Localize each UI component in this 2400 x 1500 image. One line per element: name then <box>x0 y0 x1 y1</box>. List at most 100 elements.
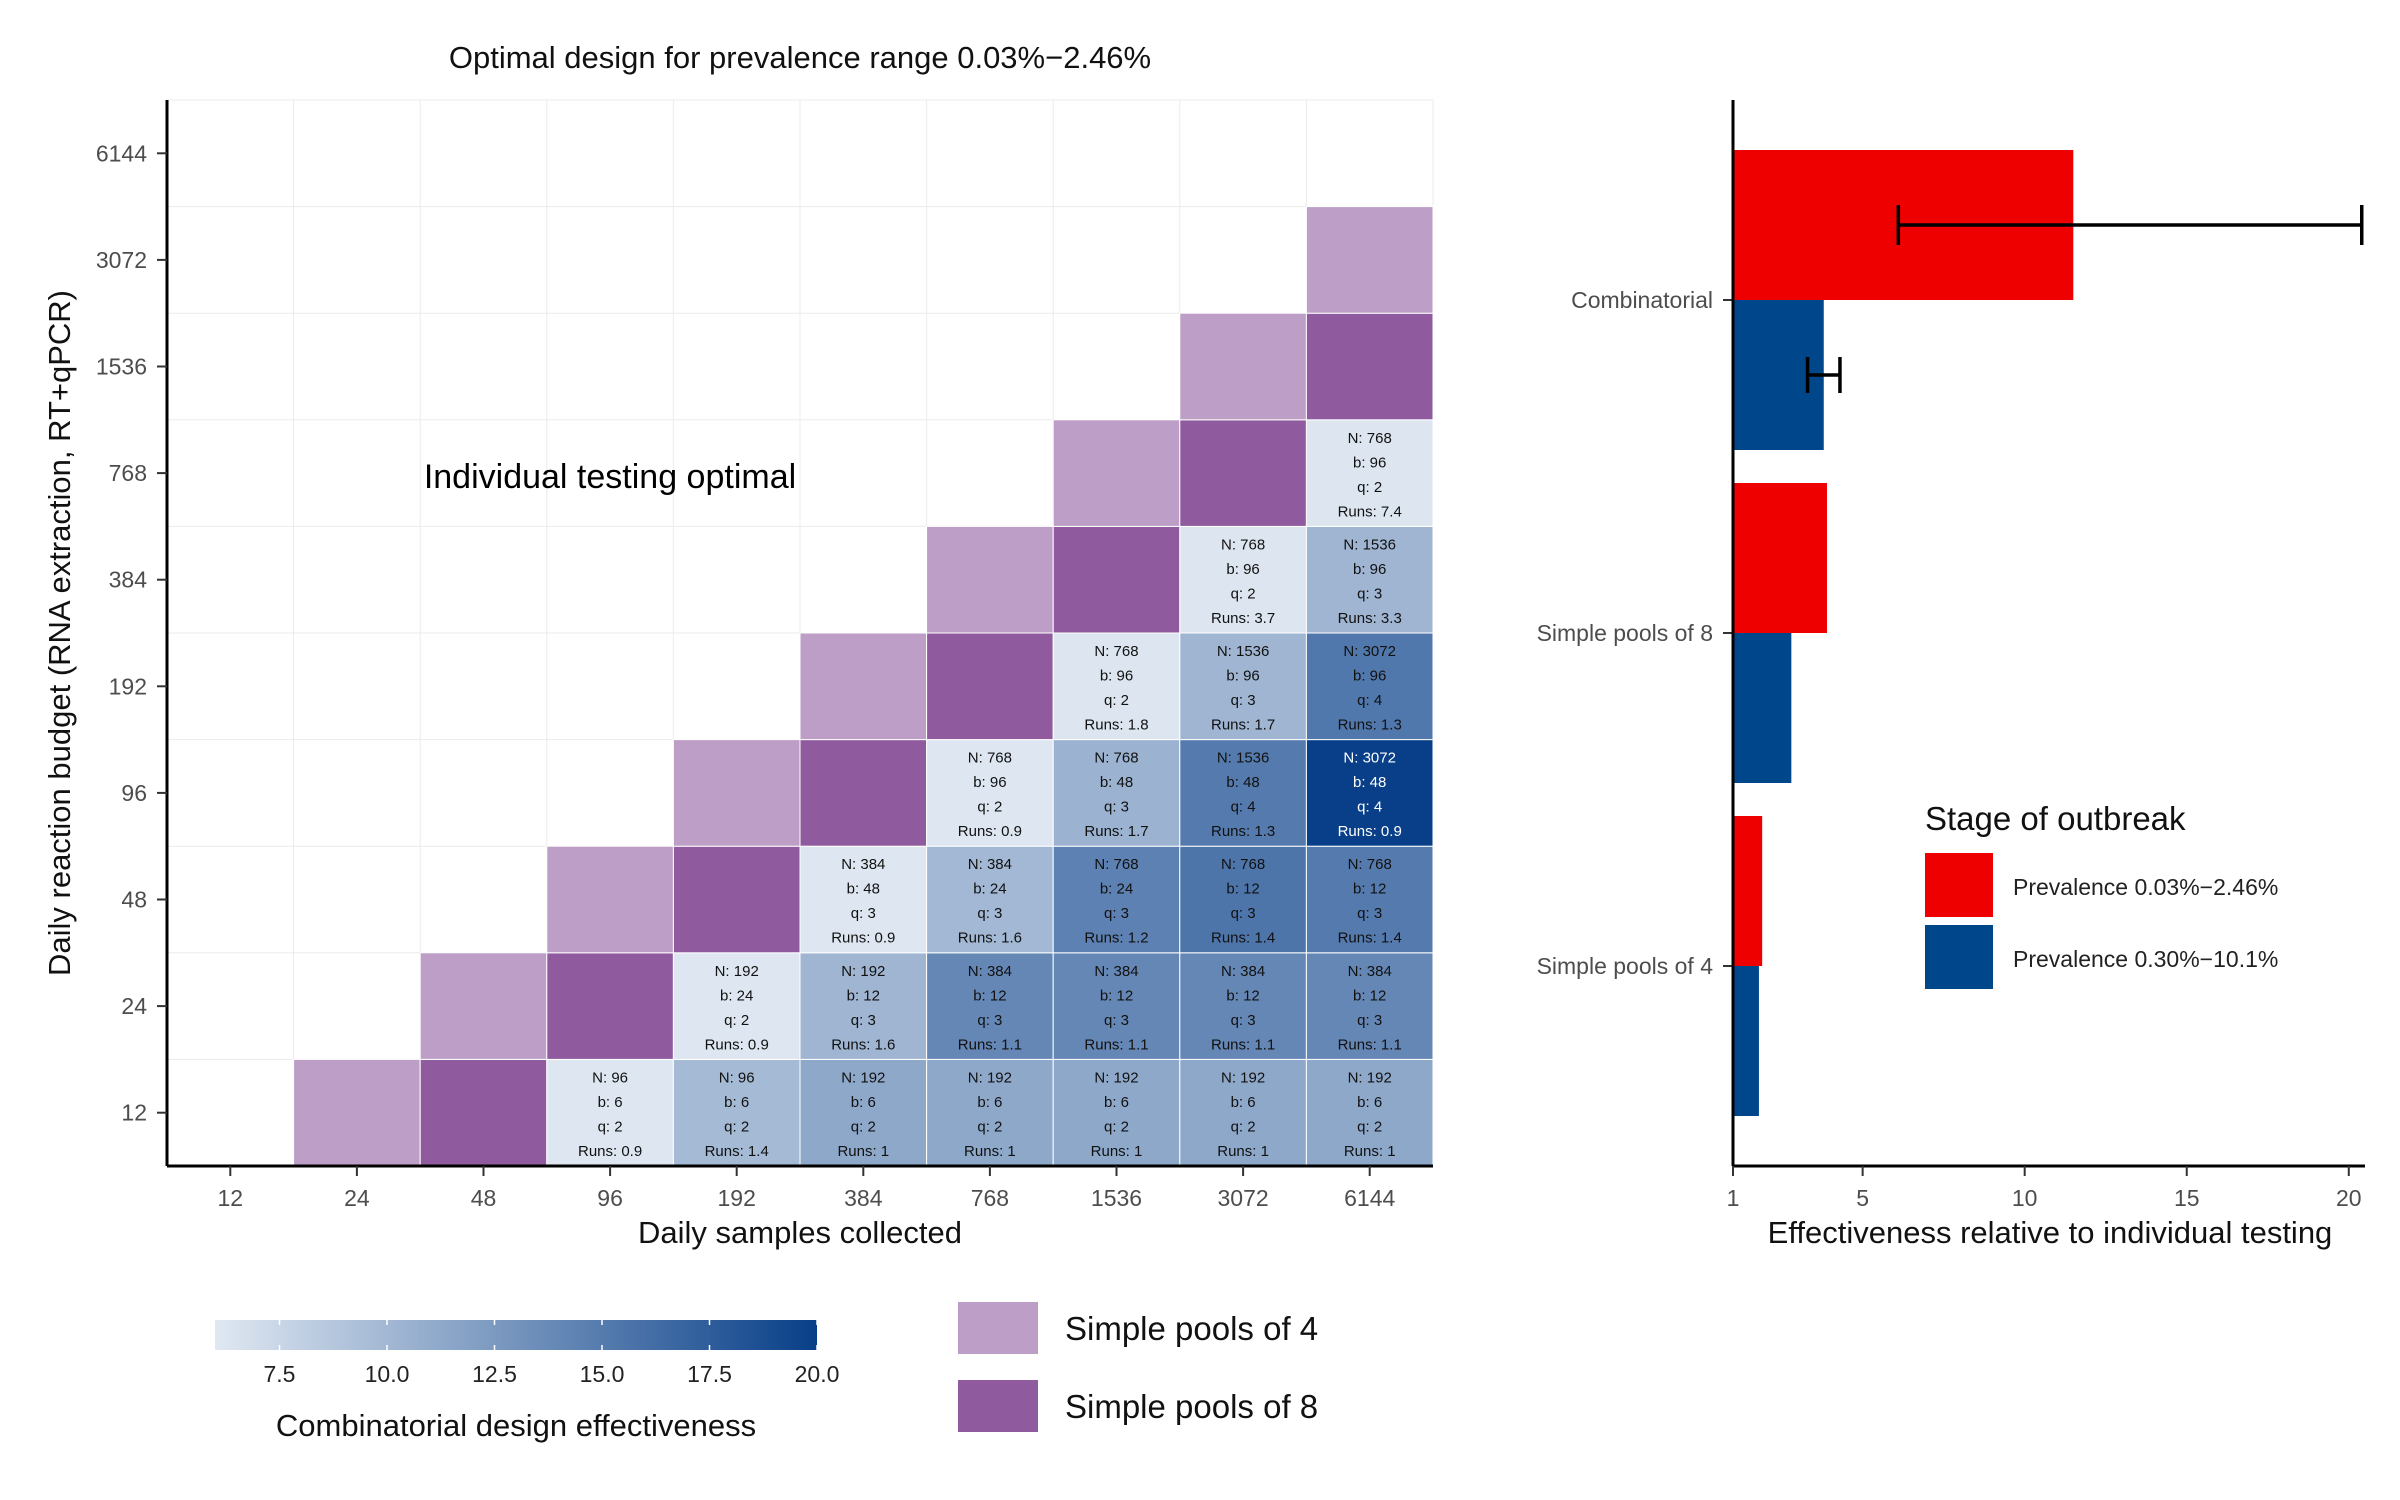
heatmap-cell <box>1052 739 1181 847</box>
heatmap-cell-label: q: 2 <box>1104 1118 1129 1135</box>
heatmap-cell-label: b: 24 <box>720 987 753 1004</box>
heatmap-cell-label: N: 768 <box>968 750 1012 767</box>
heatmap-cell-label: b: 48 <box>1226 774 1259 791</box>
heatmap-cell-label: q: 2 <box>1231 585 1256 602</box>
heatmap-cell-label: q: 3 <box>977 1012 1002 1029</box>
heatmap-x-tick-label: 48 <box>471 1185 497 1211</box>
bar-legend-swatch <box>1925 925 1993 989</box>
heatmap-cell-label: N: 768 <box>1348 430 1392 447</box>
heatmap-cell-label: Runs: 1.1 <box>958 1036 1022 1053</box>
heatmap-cell-label: b: 12 <box>973 987 1006 1004</box>
heatmap-y-tick-label: 3072 <box>96 247 147 273</box>
heatmap-cell-label: N: 1536 <box>1217 643 1270 660</box>
heatmap-cell-label: Runs: 0.9 <box>1338 823 1402 840</box>
heatmap-cell <box>1052 632 1181 741</box>
heatmap-y-tick-label: 48 <box>121 887 147 913</box>
heatmap-cell <box>1305 1058 1434 1167</box>
heatmap-cell-label: Runs: 1 <box>1217 1143 1269 1160</box>
heatmap-cell-label: N: 384 <box>1348 963 1392 980</box>
heatmap-cell <box>1305 952 1434 1060</box>
heatmap-x-tick-label: 12 <box>218 1185 244 1211</box>
heatmap-cell-label: N: 192 <box>715 963 759 980</box>
heatmap-cell-label: Runs: 1.6 <box>958 930 1022 947</box>
heatmap-cell-label: q: 3 <box>851 905 876 922</box>
heatmap-cell-label: q: 3 <box>851 1012 876 1029</box>
bar <box>1733 633 1792 783</box>
heatmap-cell <box>1305 739 1434 847</box>
bar <box>1733 483 1827 633</box>
heatmap-y-tick-label: 1536 <box>96 354 147 380</box>
heatmap-cell <box>419 952 548 1060</box>
heatmap-cell <box>419 1058 548 1167</box>
colorbar-tick-label: 12.5 <box>472 1361 517 1387</box>
heatmap-cell-label: N: 192 <box>1094 1069 1138 1086</box>
heatmap-cell <box>799 632 928 741</box>
heatmap-cell-label: b: 6 <box>851 1094 876 1111</box>
bar-legend-title: Stage of outbreak <box>1925 800 2186 837</box>
heatmap-cell <box>546 845 674 954</box>
heatmap-cell-label: q: 2 <box>1357 479 1382 496</box>
heatmap-cell-label: Runs: 1.1 <box>1084 1036 1148 1053</box>
pool-legend-label: Simple pools of 4 <box>1065 1310 1318 1347</box>
pool-legend-swatch <box>958 1380 1038 1432</box>
heatmap-cell-label: b: 12 <box>1353 881 1386 898</box>
colorbar-tick-label: 20.0 <box>795 1361 840 1387</box>
heatmap-cell <box>1179 419 1307 527</box>
heatmap-cell-label: N: 768 <box>1094 856 1138 873</box>
heatmap-cell-label: q: 4 <box>1231 799 1256 816</box>
bar-x-axis-title: Effectiveness relative to individual tes… <box>1768 1215 2333 1250</box>
colorbar-tick-label: 15.0 <box>580 1361 625 1387</box>
heatmap-cell-label: q: 3 <box>1357 585 1382 602</box>
heatmap-y-tick-label: 96 <box>121 780 147 806</box>
heatmap-cell-label: Runs: 1 <box>837 1143 889 1160</box>
heatmap-cell-label: Runs: 1.2 <box>1084 930 1148 947</box>
heatmap-cell <box>1179 632 1307 741</box>
bar-x-tick-label: 1 <box>1727 1185 1740 1211</box>
individual-testing-annotation: Individual testing optimal <box>424 458 796 496</box>
heatmap-cell-label: Runs: 3.3 <box>1338 610 1402 627</box>
heatmap-cell <box>1052 525 1181 634</box>
heatmap-cell-label: N: 384 <box>968 963 1012 980</box>
heatmap-cell-label: Runs: 1.3 <box>1338 717 1402 734</box>
heatmap-cell-label: Runs: 7.4 <box>1338 503 1402 520</box>
heatmap-cell-label: b: 24 <box>1100 881 1133 898</box>
heatmap-cell-label: b: 96 <box>1353 561 1386 578</box>
heatmap-cell <box>1179 1058 1307 1167</box>
heatmap-cell <box>1305 845 1434 954</box>
bar-x-tick-label: 20 <box>2336 1185 2362 1211</box>
pool-legend-label: Simple pools of 8 <box>1065 1388 1318 1425</box>
heatmap-cell-label: q: 4 <box>1357 692 1382 709</box>
heatmap-cell-label: N: 3072 <box>1343 750 1396 767</box>
heatmap-cell-label: N: 96 <box>719 1069 755 1086</box>
colorbar-tick-label: 17.5 <box>687 1361 732 1387</box>
heatmap-cell-label: N: 768 <box>1094 750 1138 767</box>
colorbar-title: Combinatorial design effectiveness <box>276 1408 756 1443</box>
heatmap-cell-label: b: 48 <box>1353 774 1386 791</box>
pool-legend-swatch <box>958 1302 1038 1354</box>
heatmap-cell <box>926 952 1054 1060</box>
heatmap-cell <box>926 845 1054 954</box>
heatmap-y-tick-label: 24 <box>121 993 147 1019</box>
colorbar-gradient <box>215 1320 817 1350</box>
heatmap-cell-label: N: 384 <box>841 856 885 873</box>
heatmap-cell-label: N: 1536 <box>1217 750 1270 767</box>
heatmap-cell <box>1052 845 1181 954</box>
heatmap-x-tick-label: 6144 <box>1344 1185 1395 1211</box>
heatmap-cell-label: Runs: 0.9 <box>705 1036 769 1053</box>
heatmap-cell-label: b: 6 <box>1357 1094 1382 1111</box>
heatmap-cell-label: b: 6 <box>724 1094 749 1111</box>
heatmap-cell <box>926 525 1054 634</box>
heatmap-cell-label: Runs: 1.7 <box>1211 717 1275 734</box>
heatmap-cell-label: b: 6 <box>1231 1094 1256 1111</box>
heatmap-cell <box>1179 739 1307 847</box>
heatmap-cell-label: q: 4 <box>1357 799 1382 816</box>
heatmap-cell-label: b: 12 <box>847 987 880 1004</box>
heatmap-cell-label: Runs: 1.1 <box>1338 1036 1402 1053</box>
bar-category-label: Simple pools of 8 <box>1537 620 1713 646</box>
heatmap-cell-label: Runs: 1.7 <box>1084 823 1148 840</box>
heatmap-cell <box>293 1058 421 1167</box>
heatmap-cell-label: b: 96 <box>1353 454 1386 471</box>
heatmap-y-tick-label: 384 <box>109 567 148 593</box>
heatmap-cell-label: N: 768 <box>1348 856 1392 873</box>
heatmap-cell-label: b: 12 <box>1353 987 1386 1004</box>
